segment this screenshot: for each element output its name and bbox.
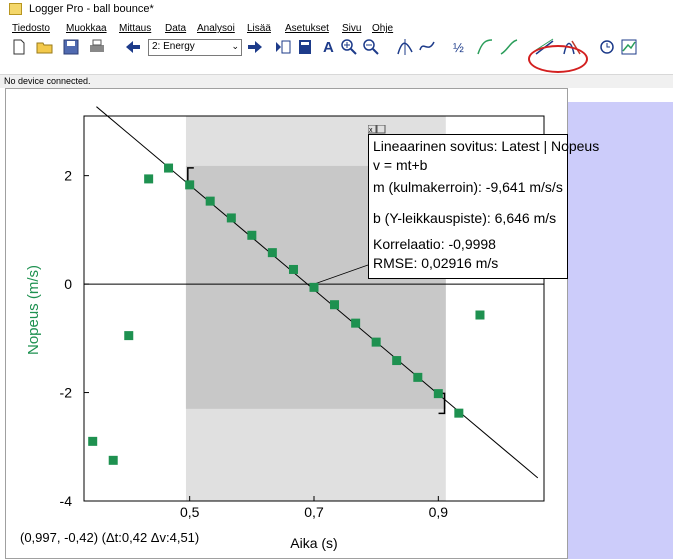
svg-text:A: A bbox=[323, 39, 334, 56]
chevron-down-icon: ⌄ bbox=[231, 41, 239, 51]
y-tick-label: 2 bbox=[64, 168, 72, 184]
y-tick-label: -4 bbox=[60, 493, 73, 509]
tangent-icon[interactable] bbox=[418, 38, 436, 56]
stats-icon[interactable] bbox=[476, 38, 494, 56]
info-box-controls[interactable]: x bbox=[367, 124, 388, 135]
data-point[interactable] bbox=[144, 174, 154, 184]
y-axis-label: Nopeus (m/s) bbox=[25, 265, 42, 355]
page-select[interactable]: 2: Energy ⌄ bbox=[148, 39, 242, 56]
forward-arrow-icon[interactable] bbox=[246, 38, 264, 56]
data-point[interactable] bbox=[475, 310, 485, 320]
data-point[interactable] bbox=[371, 337, 381, 347]
toolbar: 2: Energy ⌄ A ½ bbox=[0, 38, 673, 75]
svg-text:x: x bbox=[369, 127, 373, 134]
info-leader-line bbox=[313, 264, 369, 285]
save-disk-icon[interactable] bbox=[62, 38, 80, 56]
menu-lisaa[interactable]: Lisää bbox=[247, 23, 271, 34]
left-margin bbox=[0, 88, 5, 559]
print-icon[interactable] bbox=[88, 38, 106, 56]
menu-sivu[interactable]: Sivu bbox=[342, 23, 362, 34]
device-status: No device connected. bbox=[4, 76, 91, 86]
integral-icon[interactable]: ½ bbox=[452, 38, 470, 56]
window-title: Logger Pro - ball bounce* bbox=[29, 3, 154, 15]
curve-fit-icon[interactable] bbox=[500, 38, 518, 56]
empty-workspace-top bbox=[568, 88, 673, 102]
app-icon bbox=[9, 3, 22, 15]
x-tick-label: 0,5 bbox=[180, 504, 200, 520]
replay-icon[interactable] bbox=[598, 38, 616, 56]
data-point[interactable] bbox=[124, 331, 134, 341]
y-tick-label: 0 bbox=[64, 276, 72, 292]
x-tick-label: 0,7 bbox=[304, 504, 324, 520]
annotation-highlight-circle bbox=[528, 45, 588, 73]
new-file-icon[interactable] bbox=[10, 38, 28, 56]
linear-fit-info-box[interactable]: Lineaarinen sovitus: Latest | Nopeus v =… bbox=[368, 134, 599, 279]
y-tick-label: -2 bbox=[60, 385, 73, 401]
menu-tiedosto[interactable]: Tiedosto bbox=[12, 23, 50, 34]
autoscale-icon[interactable]: A bbox=[320, 38, 338, 56]
fit-correlation: Korrelaatio: -0,9998 bbox=[373, 236, 496, 252]
data-point[interactable] bbox=[330, 300, 340, 310]
data-point[interactable] bbox=[108, 455, 118, 465]
data-point[interactable] bbox=[88, 436, 98, 446]
coordinate-readout: (0,997, -0,42) (Δt:0,42 Δv:4,51) bbox=[20, 530, 200, 545]
menu-asetukset[interactable]: Asetukset bbox=[285, 23, 329, 34]
data-browser-icon[interactable] bbox=[274, 38, 292, 56]
open-folder-icon[interactable] bbox=[36, 38, 54, 56]
data-point[interactable] bbox=[392, 356, 402, 366]
menu-mittaus[interactable]: Mittaus bbox=[119, 23, 152, 34]
fit-intercept: b (Y-leikkauspiste): 6,646 m/s bbox=[373, 210, 557, 226]
data-point[interactable] bbox=[351, 318, 361, 328]
back-arrow-icon[interactable] bbox=[124, 38, 142, 56]
data-point[interactable] bbox=[247, 230, 257, 240]
menu-data[interactable]: Data bbox=[165, 23, 187, 34]
menu-bar: Tiedosto Muokkaa Mittaus Data Analysoi L… bbox=[0, 20, 673, 38]
data-point[interactable] bbox=[454, 408, 464, 418]
title-bar: Logger Pro - ball bounce* bbox=[0, 0, 673, 20]
fit-title: Lineaarinen sovitus: Latest | Nopeus bbox=[373, 138, 600, 154]
x-tick-label: 0,9 bbox=[429, 504, 449, 520]
examine-icon[interactable] bbox=[396, 38, 414, 56]
data-point[interactable] bbox=[164, 163, 174, 173]
empty-workspace bbox=[568, 88, 673, 559]
data-point[interactable] bbox=[288, 264, 298, 274]
data-point[interactable] bbox=[226, 213, 236, 223]
fit-equation: v = mt+b bbox=[373, 157, 428, 173]
zoom-in-icon[interactable] bbox=[340, 38, 358, 56]
page-select-value: 2: Energy bbox=[152, 41, 195, 52]
data-point[interactable] bbox=[267, 248, 277, 258]
data-point[interactable] bbox=[413, 372, 423, 382]
data-point[interactable] bbox=[433, 389, 443, 399]
graph-options-icon[interactable] bbox=[620, 38, 638, 56]
menu-muokkaa[interactable]: Muokkaa bbox=[66, 23, 107, 34]
data-point[interactable] bbox=[185, 180, 195, 190]
data-point[interactable] bbox=[205, 196, 215, 206]
calculator-icon[interactable] bbox=[296, 38, 314, 56]
menu-analysoi[interactable]: Analysoi bbox=[197, 23, 235, 34]
data-point[interactable] bbox=[309, 282, 319, 292]
svg-text:½: ½ bbox=[453, 40, 464, 55]
zoom-out-icon[interactable] bbox=[362, 38, 380, 56]
fit-slope: m (kulmakerroin): -9,641 m/s/s bbox=[373, 179, 563, 195]
x-axis-label: Aika (s) bbox=[290, 535, 337, 551]
menu-ohje[interactable]: Ohje bbox=[372, 23, 394, 34]
fit-rmse: RMSE: 0,02916 m/s bbox=[373, 255, 499, 271]
